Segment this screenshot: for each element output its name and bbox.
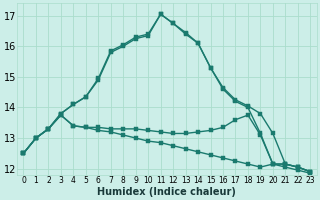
- X-axis label: Humidex (Indice chaleur): Humidex (Indice chaleur): [98, 187, 236, 197]
